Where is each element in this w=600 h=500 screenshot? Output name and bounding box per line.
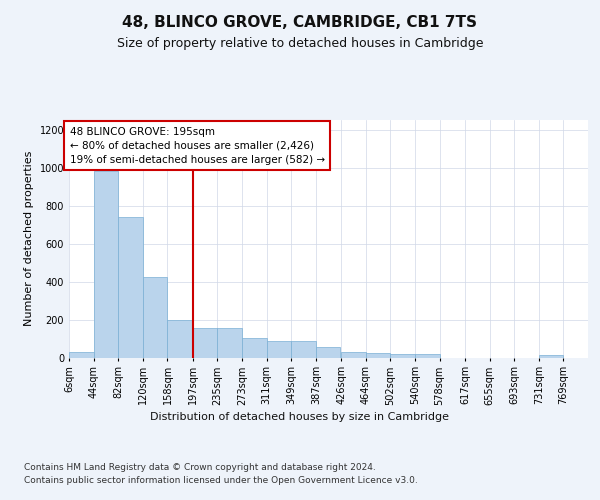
Text: Distribution of detached houses by size in Cambridge: Distribution of detached houses by size … [151,412,449,422]
Bar [94,172,118,358]
Bar [69,352,94,358]
Bar [341,352,366,358]
Text: Size of property relative to detached houses in Cambridge: Size of property relative to detached ho… [117,38,483,51]
Bar [167,320,192,358]
Text: 48 BLINCO GROVE: 195sqm
← 80% of detached houses are smaller (2,426)
19% of semi: 48 BLINCO GROVE: 195sqm ← 80% of detache… [70,126,325,164]
Text: Contains HM Land Registry data © Crown copyright and database right 2024.: Contains HM Land Registry data © Crown c… [24,462,376,471]
Bar [291,342,316,357]
Bar [316,347,340,358]
Bar [366,353,391,358]
Bar [242,338,266,357]
Bar [193,328,217,358]
Bar [217,328,242,358]
Bar [391,354,415,358]
Bar [143,277,167,357]
Bar [539,354,563,358]
Bar [266,342,291,357]
Bar [118,217,143,358]
Text: Contains public sector information licensed under the Open Government Licence v3: Contains public sector information licen… [24,476,418,485]
Y-axis label: Number of detached properties: Number of detached properties [24,151,34,326]
Bar [415,354,440,358]
Text: 48, BLINCO GROVE, CAMBRIDGE, CB1 7TS: 48, BLINCO GROVE, CAMBRIDGE, CB1 7TS [122,15,478,30]
